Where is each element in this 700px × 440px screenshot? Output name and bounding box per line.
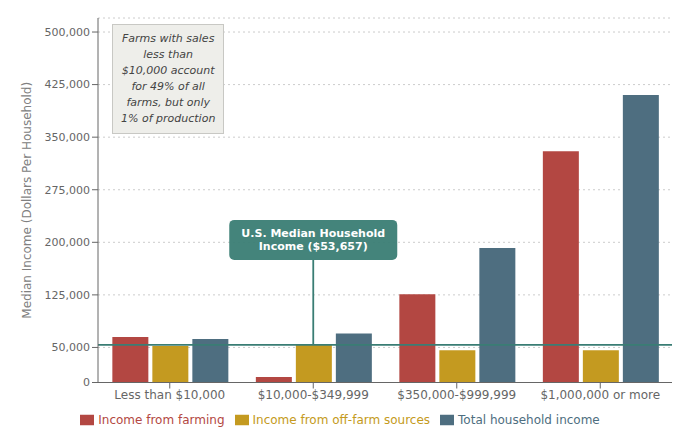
svg-text:125,000: 125,000 [45,289,91,302]
svg-text:275,000: 275,000 [45,184,91,197]
html-text:Income from farming: Income from farming [98,412,225,427]
svg-text:350,000: 350,000 [45,131,91,144]
svg-text:U.S. Median HouseholdIncome ($: U.S. Median HouseholdIncome ($53,657) [241,227,385,253]
svg-text:$1,000,000 or more: $1,000,000 or more [540,388,660,402]
svg-text:$350,000-$999,999: $350,000-$999,999 [397,388,516,402]
svg-text:Median Income (Dollars Per Hou: Median Income (Dollars Per Household) [20,82,34,319]
svg-text:Less than $10,000: Less than $10,000 [114,388,225,402]
svg-text:0: 0 [83,376,90,389]
html-text:Income from off-farm sources: Income from off-farm sources [252,412,431,427]
svg-text:500,000: 500,000 [45,26,91,39]
html-text:Farms with sales less than $10: Farms with sales less than $10,000 accou… [121,32,216,125]
svg-text:200,000: 200,000 [45,236,91,249]
svg-text:50,000: 50,000 [52,341,91,354]
html-text:Total household income: Total household income [458,412,600,427]
svg-text:425,000: 425,000 [45,78,91,91]
svg-text:$10,000-$349,999: $10,000-$349,999 [258,388,369,402]
